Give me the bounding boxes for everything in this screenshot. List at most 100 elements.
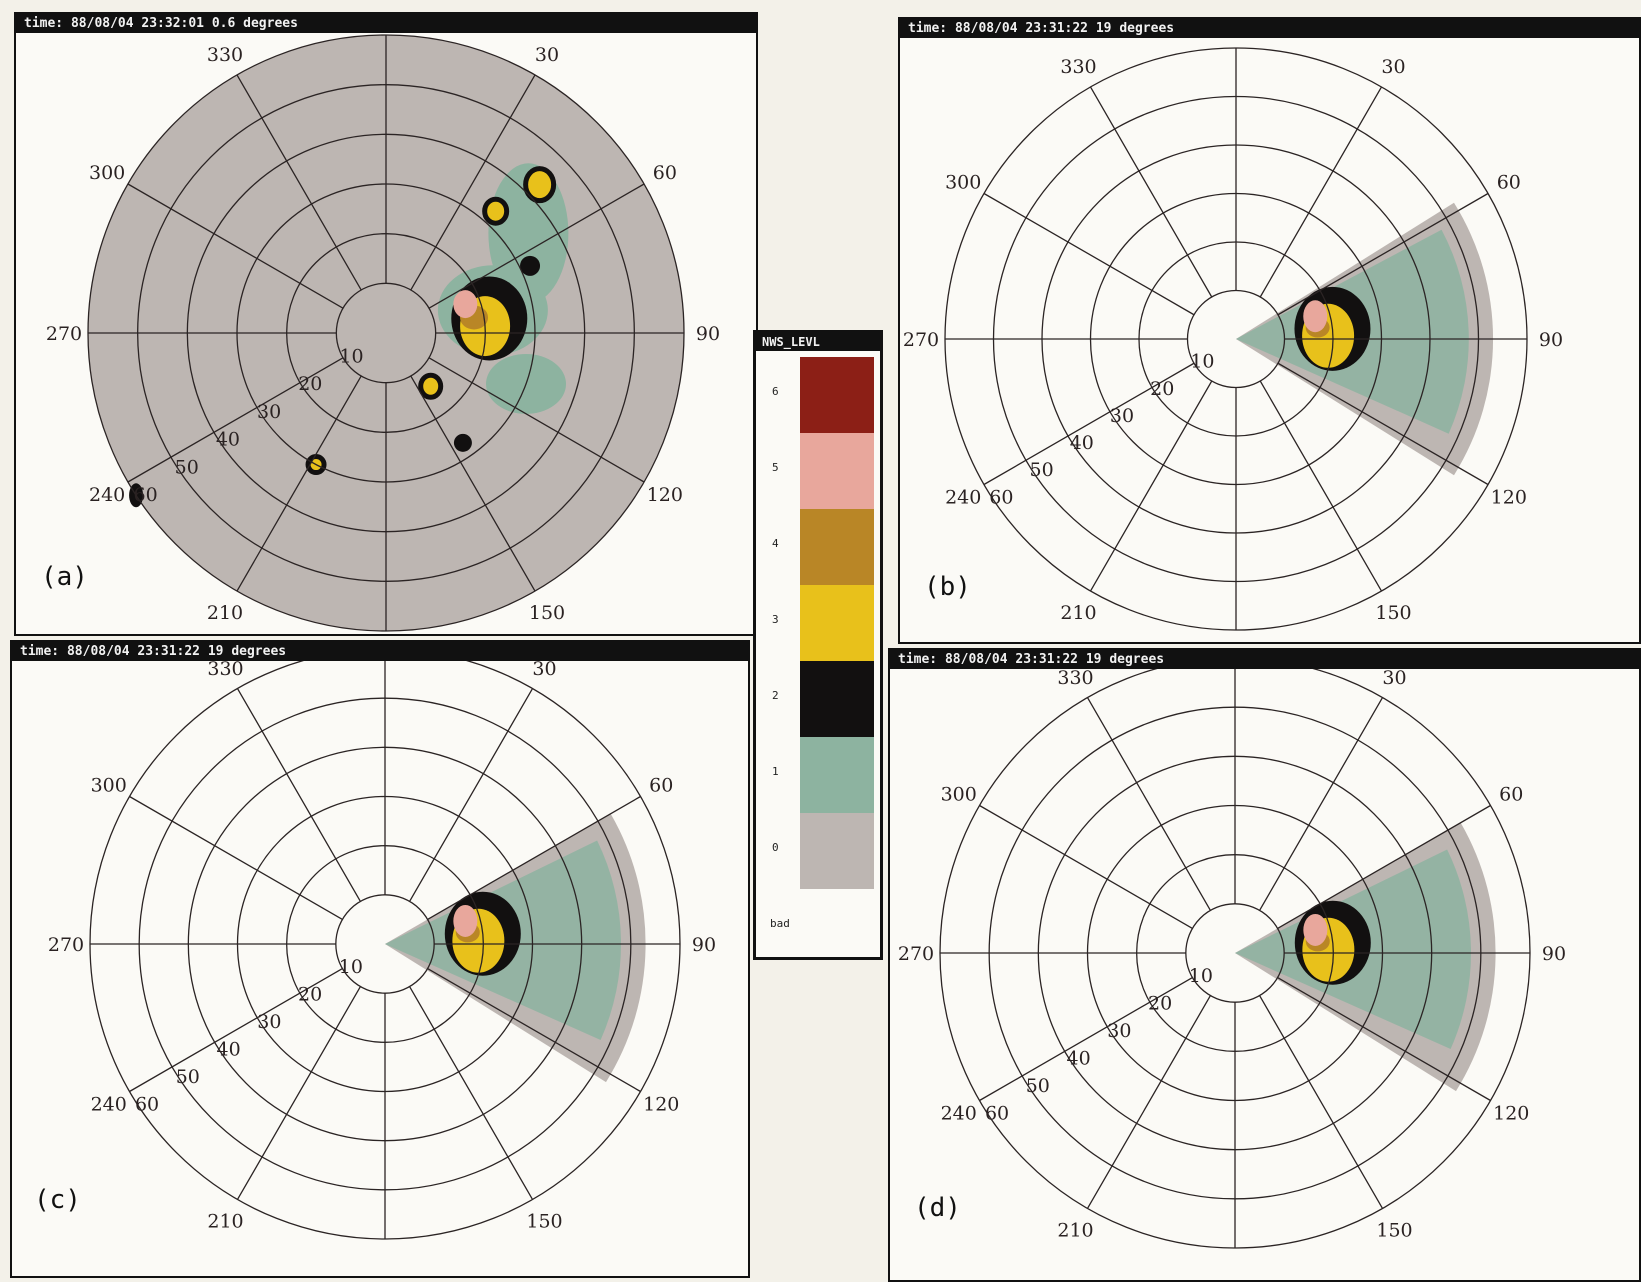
azimuth-spoke-210 <box>236 375 362 592</box>
azimuth-label-330: 330 <box>207 44 243 66</box>
range-label-50: 50 <box>1029 459 1053 481</box>
azimuth-spoke-150 <box>1259 995 1384 1209</box>
azimuth-spoke-240 <box>983 362 1195 486</box>
azimuth-spoke-120 <box>1277 362 1489 486</box>
azimuth-label-150: 150 <box>1376 1219 1412 1241</box>
panel-label-b: (b) <box>924 572 971 602</box>
azimuth-label-30: 30 <box>1382 669 1406 689</box>
azimuth-spoke-240 <box>129 968 343 1093</box>
echo-cell-level-5 <box>1303 913 1328 946</box>
range-label-60: 60 <box>989 486 1013 508</box>
azimuth-spoke-30 <box>1259 697 1384 911</box>
azimuth-spoke-60 <box>427 795 641 920</box>
azimuth-label-240: 240 <box>945 487 981 509</box>
range-label-40: 40 <box>216 429 240 451</box>
azimuth-spoke-300 <box>983 192 1195 316</box>
azimuth-label-30: 30 <box>535 44 559 66</box>
range-label-60: 60 <box>135 1093 159 1115</box>
azimuth-label-60: 60 <box>1497 172 1521 194</box>
legend-label-level-6: 6 <box>772 385 779 398</box>
azimuth-spoke-150 <box>1259 380 1383 592</box>
azimuth-spoke-120 <box>1277 977 1491 1102</box>
azimuth-label-270: 270 <box>898 943 934 965</box>
azimuth-label-210: 210 <box>1057 1219 1093 1241</box>
echo-cell-level-5 <box>453 904 478 937</box>
panel-c-header: time: 88/08/04 23:31:22 19 degrees <box>12 642 748 661</box>
panel-a-header: time: 88/08/04 23:32:01 0.6 degrees <box>16 14 756 33</box>
azimuth-label-90: 90 <box>1539 329 1563 351</box>
panel-label-d: (d) <box>914 1193 961 1223</box>
echo-cell-level-3 <box>523 166 557 204</box>
azimuth-spoke-210 <box>1086 995 1211 1209</box>
legend-label-level-2: 2 <box>772 689 779 702</box>
echo-cell-level-3 <box>418 372 444 400</box>
range-label-40: 40 <box>1066 1048 1090 1070</box>
nws-level-legend: NWS_LEVL 6 5 4 3 2 1 0 bad <box>753 330 883 960</box>
azimuth-spoke-60 <box>1277 192 1489 316</box>
echo-cell-level-5 <box>1303 300 1328 333</box>
azimuth-label-150: 150 <box>1375 602 1411 624</box>
legend-swatch-level-5 <box>800 433 874 509</box>
legend-label-level-3: 3 <box>772 613 779 626</box>
range-label-30: 30 <box>1107 1020 1131 1042</box>
polar-plot-c: 30 60 90 120 150 210 240 270 300 330 10 20 30 40 50 60 (… <box>34 661 716 1240</box>
azimuth-label-240: 240 <box>89 484 125 506</box>
range-label-50: 50 <box>175 456 199 478</box>
range-label-20: 20 <box>298 984 322 1006</box>
azimuth-label-330: 330 <box>1057 669 1093 689</box>
panel-b-header: time: 88/08/04 23:31:22 19 degrees <box>900 19 1639 38</box>
azimuth-spoke-30 <box>1259 86 1383 298</box>
azimuth-spoke-240 <box>979 977 1193 1102</box>
azimuth-label-90: 90 <box>692 934 716 956</box>
azimuth-label-270: 270 <box>48 934 84 956</box>
range-label-50: 50 <box>176 1066 200 1088</box>
azimuth-label-120: 120 <box>1493 1103 1529 1125</box>
azimuth-spoke-150 <box>410 375 536 592</box>
legend-swatch-level-1 <box>800 737 874 813</box>
range-label-30: 30 <box>257 1011 281 1033</box>
range-label-10: 10 <box>1190 351 1214 373</box>
azimuth-label-300: 300 <box>89 162 125 184</box>
azimuth-label-60: 60 <box>649 775 673 797</box>
azimuth-label-330: 330 <box>207 661 243 680</box>
azimuth-spoke-330 <box>236 688 361 902</box>
azimuth-label-150: 150 <box>526 1210 562 1232</box>
range-label-40: 40 <box>1070 432 1094 454</box>
azimuth-spoke-30 <box>410 74 536 291</box>
azimuth-label-210: 210 <box>207 602 243 624</box>
azimuth-spoke-330 <box>1089 86 1213 298</box>
azimuth-label-300: 300 <box>945 172 981 194</box>
legend-swatch-level-4 <box>800 509 874 585</box>
range-label-20: 20 <box>1150 378 1174 400</box>
range-label-10: 10 <box>339 956 363 978</box>
range-label-60: 60 <box>985 1102 1009 1124</box>
panel-b: time: 88/08/04 23:31:22 19 degrees 30 60 9… <box>898 17 1641 644</box>
azimuth-spoke-210 <box>236 986 361 1200</box>
range-label-30: 30 <box>1110 405 1134 427</box>
range-label-10: 10 <box>1189 965 1213 987</box>
legend-label-level-5: 5 <box>772 461 779 474</box>
panel-label-c: (c) <box>34 1185 81 1215</box>
azimuth-label-300: 300 <box>941 784 977 806</box>
azimuth-spoke-120 <box>427 968 641 1093</box>
panel-a: time: 88/08/04 23:32:01 0.6 degrees 30 60… <box>14 12 758 636</box>
azimuth-label-120: 120 <box>647 484 683 506</box>
legend-swatch-level-0 <box>800 813 874 889</box>
legend-title: NWS_LEVL <box>756 333 880 351</box>
azimuth-spoke-300 <box>127 183 344 309</box>
legend-label-bad: bad <box>770 917 790 930</box>
azimuth-spoke-120 <box>428 357 645 483</box>
panel-c: time: 88/08/04 23:31:22 19 degrees 30 60 9… <box>10 640 750 1278</box>
echo-cell-level-2 <box>520 255 541 276</box>
panel-d: time: 88/08/04 23:31:22 19 degrees 30 60 9… <box>888 648 1641 1282</box>
legend-swatch-level-2 <box>800 661 874 737</box>
azimuth-label-60: 60 <box>1499 784 1523 806</box>
azimuth-label-240: 240 <box>91 1094 127 1116</box>
azimuth-label-150: 150 <box>529 602 565 624</box>
azimuth-spoke-240 <box>127 357 344 483</box>
echo-cell-level-5 <box>453 290 478 319</box>
azimuth-label-270: 270 <box>903 329 939 351</box>
azimuth-label-120: 120 <box>643 1094 679 1116</box>
range-label-20: 20 <box>298 373 322 395</box>
range-label-40: 40 <box>216 1039 240 1061</box>
